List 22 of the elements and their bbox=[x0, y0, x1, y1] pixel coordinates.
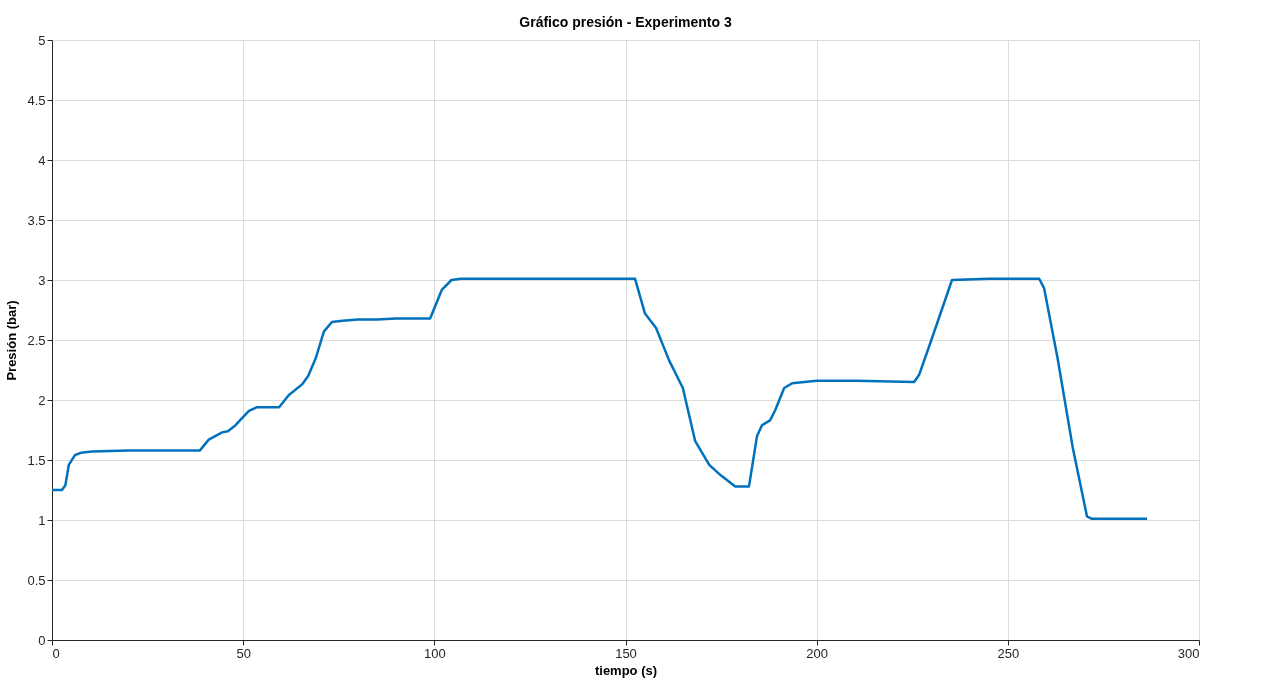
x-tick-label: 250 bbox=[997, 645, 1020, 661]
x-tick-label: 100 bbox=[423, 645, 446, 661]
line-series bbox=[50, 277, 1149, 521]
y-tick-label: 2 bbox=[38, 392, 46, 408]
y-axis-title: Presión (bar) bbox=[4, 300, 20, 381]
x-tick-label: 300 bbox=[1177, 645, 1200, 661]
x-tick-label: 0 bbox=[52, 645, 60, 661]
chart-title: Gráfico presión - Experimento 3 bbox=[519, 14, 732, 30]
y-tick-label: 0.5 bbox=[27, 572, 46, 588]
y-tick-label: 3 bbox=[38, 272, 46, 288]
x-tick-label: 150 bbox=[615, 645, 637, 661]
y-tick-label: 5 bbox=[38, 32, 46, 48]
y-tick-label: 2.5 bbox=[27, 332, 46, 348]
x-tick-label: 50 bbox=[236, 645, 251, 661]
y-tick-label: 3.5 bbox=[27, 212, 46, 228]
y-tick-label: 1.5 bbox=[27, 452, 46, 468]
x-tick-label: 200 bbox=[806, 645, 829, 661]
y-tick-label: 4 bbox=[38, 152, 46, 168]
y-tick-label: 1 bbox=[38, 512, 46, 528]
x-axis-title: tiempo (s) bbox=[594, 662, 658, 678]
y-tick-label: 0 bbox=[38, 632, 46, 648]
y-tick-label: 4.5 bbox=[27, 92, 46, 108]
